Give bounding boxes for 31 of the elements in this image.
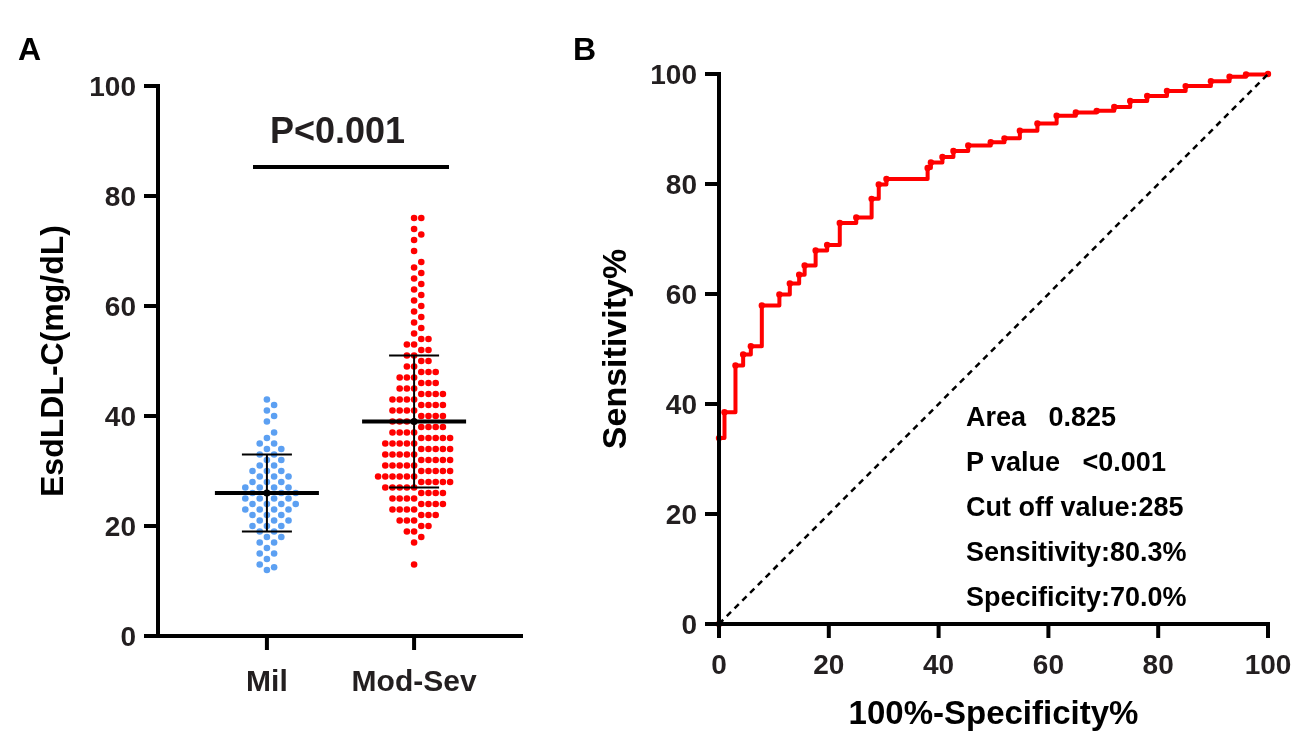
y-axis-title: Sensitivity% (595, 248, 633, 450)
annotation: Area 0.825 (966, 402, 1117, 432)
x-tick-label: 80 (1142, 649, 1174, 680)
y-tick-label: 40 (104, 400, 136, 432)
chart-title: B (573, 31, 597, 67)
chart-title: A (18, 31, 42, 67)
x-tick-label: 60 (1032, 649, 1064, 680)
y-tick-label: 20 (665, 498, 697, 530)
y-tick-label: 100 (650, 58, 697, 90)
annotation: Cut off value:285 (966, 492, 1184, 522)
y-axis-title: EsdLDL-C(mg/dL) (34, 225, 70, 497)
y-tick-label: 60 (104, 290, 136, 322)
y-tick-label: 60 (665, 278, 697, 310)
annotation: Specificity:70.0% (966, 582, 1187, 612)
x-tick-label: 20 (813, 649, 845, 680)
y-tick-label: 80 (665, 168, 697, 200)
y-tick-label: 0 (120, 620, 136, 652)
x-tick-label: 100 (1244, 649, 1292, 680)
x-tick-label: Mod-Sev (351, 664, 477, 697)
x-tick-label: Mil (246, 664, 288, 697)
y-tick-label: 20 (104, 510, 136, 542)
y-tick-label: 0 (681, 608, 697, 640)
x-tick-label: 0 (711, 649, 727, 680)
y-tick-label: 40 (665, 388, 697, 420)
y-tick-label: 80 (104, 180, 136, 212)
x-tick-label: 40 (923, 649, 955, 680)
y-tick-label: 100 (89, 70, 136, 102)
annotation: P value <0.001 (966, 447, 1166, 477)
x-axis-title: 100%-Specificity% (848, 694, 1139, 731)
annotation: Sensitivity:80.3% (966, 537, 1187, 567)
annotation: P<0.001 (269, 110, 406, 151)
